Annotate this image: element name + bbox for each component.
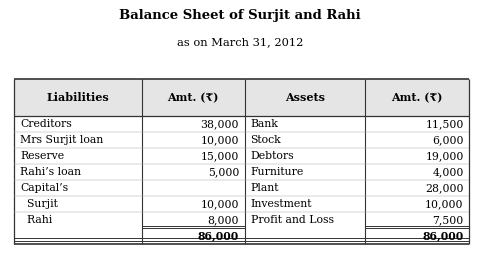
Text: Reserve: Reserve	[20, 151, 64, 161]
Text: Amt. (₹): Amt. (₹)	[168, 92, 219, 103]
Text: 11,500: 11,500	[425, 119, 464, 129]
Text: 86,000: 86,000	[198, 230, 239, 241]
Text: Mrs Surjit loan: Mrs Surjit loan	[20, 135, 103, 145]
Text: 38,000: 38,000	[201, 119, 239, 129]
Text: 5,000: 5,000	[208, 167, 239, 177]
Text: Profit and Loss: Profit and Loss	[251, 215, 334, 225]
Text: 7,500: 7,500	[432, 215, 464, 225]
Text: Liabilities: Liabilities	[47, 92, 109, 103]
Text: 10,000: 10,000	[201, 135, 239, 145]
Text: 28,000: 28,000	[425, 183, 464, 193]
Text: Stock: Stock	[251, 135, 281, 145]
Text: 10,000: 10,000	[425, 199, 464, 209]
Text: Rahi: Rahi	[20, 215, 52, 225]
Text: Assets: Assets	[285, 92, 325, 103]
Text: 15,000: 15,000	[201, 151, 239, 161]
Text: Furniture: Furniture	[251, 167, 304, 177]
Text: Capital’s: Capital’s	[20, 183, 68, 193]
Text: 10,000: 10,000	[201, 199, 239, 209]
Text: 6,000: 6,000	[432, 135, 464, 145]
Text: Creditors: Creditors	[20, 119, 72, 129]
Text: 8,000: 8,000	[207, 215, 239, 225]
Text: Surjit: Surjit	[20, 199, 58, 209]
Text: Amt. (₹): Amt. (₹)	[391, 92, 443, 103]
Text: as on March 31, 2012: as on March 31, 2012	[177, 37, 303, 47]
Text: Bank: Bank	[251, 119, 278, 129]
Text: 86,000: 86,000	[422, 230, 464, 241]
Text: Plant: Plant	[251, 183, 279, 193]
Text: Rahi’s loan: Rahi’s loan	[20, 167, 81, 177]
Text: Investment: Investment	[251, 199, 312, 209]
Text: Debtors: Debtors	[251, 151, 294, 161]
Text: 19,000: 19,000	[425, 151, 464, 161]
Text: 4,000: 4,000	[432, 167, 464, 177]
Text: Balance Sheet of Surjit and Rahi: Balance Sheet of Surjit and Rahi	[119, 9, 361, 22]
